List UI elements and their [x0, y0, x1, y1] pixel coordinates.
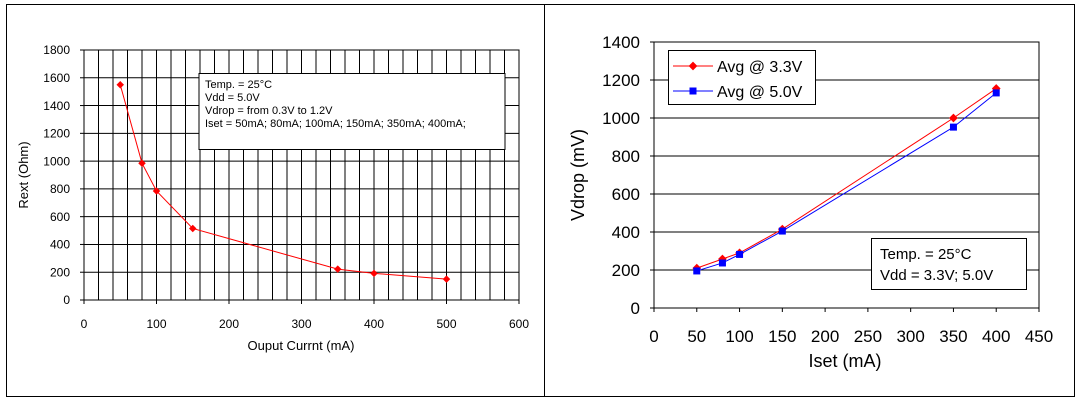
- left-y-tick-labels: 0 200 400 600 800 1000 1200 1400 1600 1800: [43, 43, 70, 307]
- right-series-2-point: [693, 267, 701, 275]
- left-series-1-point: [442, 275, 451, 283]
- left-annotation-box: [198, 73, 506, 150]
- left-series-1-point: [116, 80, 124, 89]
- right-series-1-point: [949, 113, 958, 123]
- right-annotation-box: [871, 238, 1027, 290]
- left-x-tick-label: 500: [436, 317, 456, 331]
- left-y-tick-label: 1000: [43, 154, 70, 168]
- right-x-tick-label: 300: [896, 327, 924, 346]
- left-series: [116, 80, 451, 283]
- legend-label-2: Avg @ 5.0V: [717, 84, 803, 101]
- right-x-tick-label: 400: [982, 327, 1010, 346]
- right-y-axis-label: Vdrop (mV): [568, 129, 588, 221]
- left-series-1-point: [189, 224, 197, 233]
- right-y-tick-label: 1400: [602, 33, 640, 52]
- left-x-tick-label: 600: [509, 317, 529, 331]
- right-x-tick-label: 350: [939, 327, 967, 346]
- left-x-tick-label: 100: [146, 317, 166, 331]
- right-x-axis-label: Iset (mA): [808, 351, 881, 371]
- right-y-tick-label: 1000: [602, 109, 640, 128]
- legend-marker-2: [689, 87, 697, 95]
- left-x-tick-label: 200: [219, 317, 239, 331]
- left-y-axis-label: Rext (Ohm): [16, 141, 31, 208]
- right-y-tick-label: 0: [631, 299, 640, 318]
- left-series-1-point: [152, 187, 161, 195]
- left-y-tick-label: 800: [50, 182, 70, 196]
- right-legend: [668, 50, 816, 105]
- left-y-tick-label: 1400: [43, 99, 70, 113]
- right-x-tick-label: 0: [649, 327, 658, 346]
- left-series-1-point: [334, 265, 342, 273]
- left-y-tick-label: 600: [50, 210, 70, 224]
- right-series-2-point: [736, 250, 744, 258]
- right-annotation-line-2: Vdd = 3.3V; 5.0V: [880, 267, 993, 284]
- left-x-tick-label: 300: [291, 317, 311, 331]
- right-y-tick-labels: 0 200 400 600 800 1000 1200 1400: [602, 33, 640, 318]
- right-series-2-point: [949, 123, 957, 131]
- right-y-tick-label: 800: [612, 147, 640, 166]
- right-series-1-line: [696, 88, 997, 269]
- left-annotation-line-4: Iset = 50mA; 80mA; 100mA; 150mA; 350mA; …: [205, 118, 466, 130]
- left-x-tick-label: 0: [81, 317, 88, 331]
- right-x-tick-label: 50: [687, 327, 706, 346]
- left-y-tick-label: 1200: [43, 127, 70, 141]
- right-series: [692, 84, 1001, 275]
- chart-right: 0 200 400 600 800 1000 1200 1400 0 50 100 150 200 25…: [568, 33, 1053, 371]
- left-y-tick-label: 1600: [43, 71, 70, 85]
- right-x-tick-label: 200: [811, 327, 839, 346]
- right-x-tick-label: 450: [1025, 327, 1053, 346]
- left-x-axis-label: Ouput Currnt (mA): [248, 338, 355, 353]
- right-annotation-line-1: Temp. = 25°C: [880, 246, 972, 263]
- right-series-2-line: [696, 92, 997, 272]
- right-y-tick-label: 600: [612, 185, 640, 204]
- legend-label-1: Avg @ 3.3V: [717, 59, 803, 76]
- right-legend-items: Avg @ 3.3V Avg @ 5.0V: [673, 59, 803, 101]
- left-y-tick-label: 1800: [43, 43, 70, 57]
- left-y-tick-label: 200: [50, 265, 70, 279]
- left-annotation-line-2: Vdd = 5.0V: [205, 92, 260, 104]
- left-y-tick-label: 400: [50, 238, 70, 252]
- right-y-tick-label: 1200: [602, 71, 640, 90]
- right-x-tick-label: 250: [854, 327, 882, 346]
- right-series-2-point: [778, 227, 786, 235]
- left-x-tick-labels: 0 100 200 300 400 500 600: [81, 317, 530, 331]
- legend-marker-1: [688, 61, 698, 71]
- right-x-tick-label: 100: [725, 327, 753, 346]
- right-y-tick-label: 200: [612, 261, 640, 280]
- left-annotation-line-1: Temp. = 25°C: [205, 79, 272, 91]
- left-x-tick-label: 400: [364, 317, 384, 331]
- right-x-tick-label: 150: [768, 327, 796, 346]
- right-x-tick-labels: 0 50 100 150 200 250 300 350 400 450: [649, 327, 1053, 346]
- left-series-1-point: [138, 159, 146, 167]
- right-series-2-point: [992, 89, 1000, 97]
- right-series-2-point: [718, 259, 726, 267]
- chart-left: 0 200 400 600 800 1000 1200 1400 1600 1800 0 100 20…: [16, 43, 529, 353]
- right-y-tick-label: 400: [612, 223, 640, 242]
- left-y-tick-label: 0: [63, 293, 70, 307]
- left-annotation-line-3: Vdrop = from 0.3V to 1.2V: [205, 105, 333, 117]
- left-series-1-point: [370, 269, 378, 278]
- outer-border: [6, 4, 1075, 397]
